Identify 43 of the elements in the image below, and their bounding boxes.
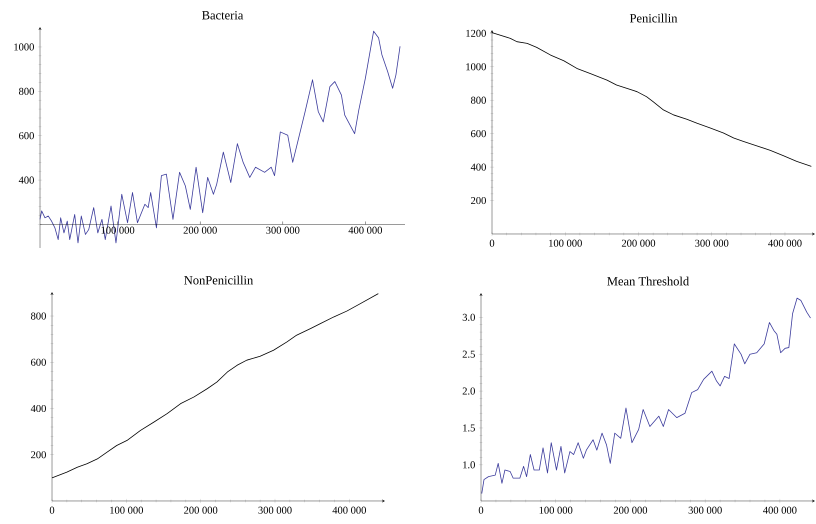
x-tick-label: 100 000 bbox=[549, 240, 582, 247]
line-series bbox=[40, 30, 400, 244]
chart-title: Mean Threshold bbox=[607, 276, 689, 286]
x-tick-label: 200 000 bbox=[622, 240, 656, 247]
x-tick-label: 200 000 bbox=[614, 506, 648, 514]
y-tick-label: 2.0 bbox=[462, 388, 475, 395]
y-tick-label: 1000 bbox=[14, 43, 34, 51]
x-tick-label: 300 000 bbox=[258, 506, 292, 514]
y-tick-label: 400 bbox=[470, 164, 486, 171]
x-tick-label: 300 000 bbox=[688, 506, 722, 514]
y-tick-label: 1.0 bbox=[463, 461, 475, 468]
y-tick-label: 800 bbox=[18, 88, 34, 95]
y-tick-label: 1000 bbox=[466, 63, 486, 70]
y-tick-label: 800 bbox=[30, 312, 46, 320]
y-tick-label: 1.5 bbox=[463, 424, 475, 432]
x-tick-label: 100 000 bbox=[110, 506, 143, 514]
y-tick-label: 200 bbox=[471, 197, 486, 204]
y-tick-label: 2.5 bbox=[462, 350, 475, 358]
x-tick-label: 100 000 bbox=[540, 506, 572, 514]
y-tick-label: 400 bbox=[18, 176, 34, 184]
x-tick-label: 200 000 bbox=[184, 506, 218, 514]
x-tick-label: 400 000 bbox=[348, 226, 382, 234]
x-tick-label: 200 000 bbox=[184, 226, 217, 234]
x-tick-label: 400 000 bbox=[763, 506, 797, 514]
x-tick-label: 0 bbox=[478, 506, 484, 514]
line-series bbox=[481, 298, 811, 494]
chart-title: NonPenicillin bbox=[184, 276, 254, 284]
chart-title: Bacteria bbox=[202, 11, 244, 20]
y-tick-label: 3.0 bbox=[462, 314, 475, 321]
y-tick-label: 600 bbox=[471, 130, 486, 138]
x-tick-label: 300 000 bbox=[695, 240, 728, 247]
x-tick-label: 300 000 bbox=[266, 226, 300, 234]
x-tick-label: 0 bbox=[490, 240, 494, 247]
x-tick-label: 0 bbox=[50, 506, 54, 514]
chart-title: Penicillin bbox=[630, 14, 678, 22]
x-tick-label: 400 000 bbox=[768, 240, 802, 247]
y-tick-label: 600 bbox=[19, 132, 34, 140]
y-tick-label: 800 bbox=[470, 96, 486, 104]
y-tick-label: 1200 bbox=[466, 30, 486, 37]
y-tick-label: 600 bbox=[31, 358, 46, 366]
y-tick-label: 200 bbox=[31, 451, 46, 458]
y-tick-label: 400 bbox=[30, 404, 46, 412]
x-tick-label: 400 000 bbox=[332, 506, 366, 514]
